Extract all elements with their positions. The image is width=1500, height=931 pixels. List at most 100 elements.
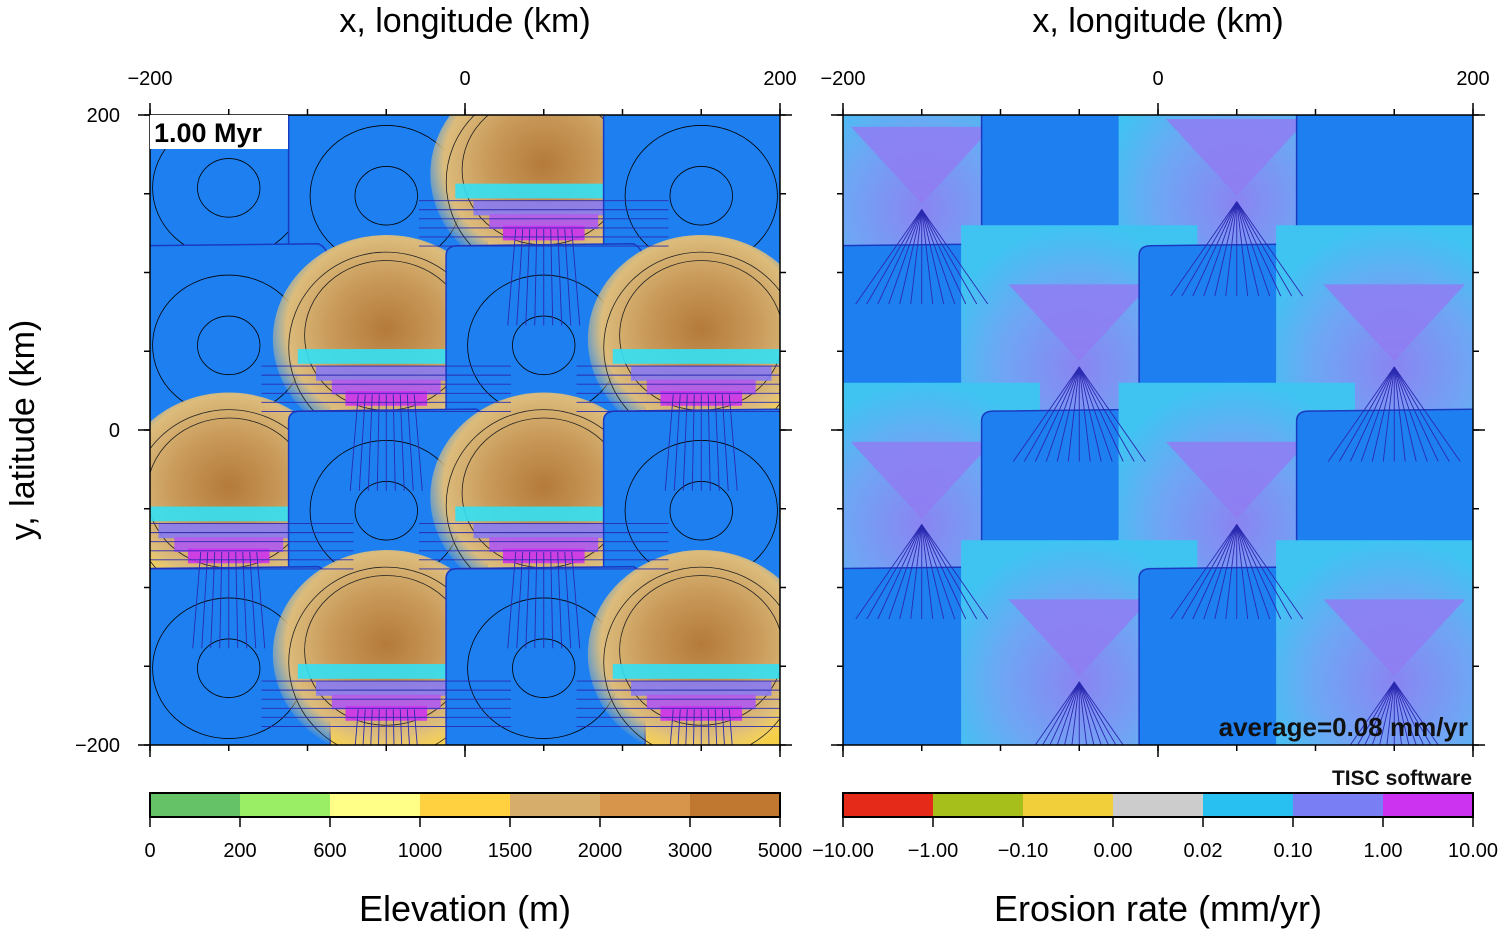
colorbar-tick-label: 0.00 xyxy=(1094,840,1133,862)
x-tick-label: 0 xyxy=(459,68,470,90)
drainage-channel xyxy=(921,524,967,620)
river-channel xyxy=(571,228,581,326)
elevation-contour xyxy=(354,166,418,226)
river-channel xyxy=(682,394,688,491)
drainage-channel xyxy=(1379,681,1395,745)
drainage-channel xyxy=(1236,201,1260,297)
erosion-band xyxy=(331,694,441,710)
right-axis-ticks xyxy=(831,103,1485,757)
drainage-channel xyxy=(1071,681,1080,745)
colorbar-segment xyxy=(1203,793,1293,817)
colorbar-segment xyxy=(690,793,780,817)
drainage-channel xyxy=(1078,366,1102,462)
drainage-channel xyxy=(1236,201,1282,297)
elevation-contour xyxy=(669,166,733,226)
colorbar-tick-label: 0.02 xyxy=(1184,840,1223,862)
colorbar-tick-label: −0.10 xyxy=(998,840,1049,862)
drainage-channel xyxy=(1056,366,1080,462)
river-channel xyxy=(721,709,725,745)
x-tick-label: 0 xyxy=(1152,68,1163,90)
drainage-channel xyxy=(1078,681,1124,745)
colorbar-segment xyxy=(1113,793,1203,817)
colorbar-tick-label: 10.00 xyxy=(1448,840,1498,862)
colorbar-tick-label: 3000 xyxy=(668,840,713,862)
river-channel xyxy=(714,709,718,745)
colorbar-segment xyxy=(1293,793,1383,817)
river-channel xyxy=(242,551,248,649)
erosion-band xyxy=(455,506,633,522)
river-channel xyxy=(219,551,223,649)
drainage-channel xyxy=(1393,366,1450,462)
drainage-channel xyxy=(1078,681,1117,745)
colorbar-tick-label: 1500 xyxy=(488,840,533,862)
drainage-channel xyxy=(1349,681,1395,745)
time-label: 1.00 Myr xyxy=(154,118,263,148)
drainage-channel xyxy=(1393,366,1417,462)
erosion-core xyxy=(850,126,993,204)
drainage-channel xyxy=(1078,681,1102,745)
erosion-band xyxy=(630,681,772,696)
colorbar-segment xyxy=(240,793,330,817)
x-tick-label: −200 xyxy=(820,68,865,90)
erosion-band xyxy=(315,366,457,381)
drainage-channel xyxy=(1236,201,1249,297)
drainage-channel xyxy=(1357,681,1395,745)
drainage-channel xyxy=(1049,681,1080,745)
drainage-channel xyxy=(1214,201,1238,297)
river-channel xyxy=(235,551,239,649)
drainage-channel xyxy=(1203,524,1238,620)
mountain-relief xyxy=(272,235,500,444)
drainage-channel xyxy=(1371,366,1395,462)
drainage-channel xyxy=(866,209,923,305)
drainage-channel xyxy=(1214,524,1238,620)
river-channel xyxy=(685,709,688,745)
colorbar-segment xyxy=(420,793,510,817)
river-channel xyxy=(525,551,531,649)
drainage-channel xyxy=(1042,681,1080,745)
erosion-band xyxy=(646,379,756,395)
river-channel xyxy=(534,229,538,326)
river-channel xyxy=(669,709,674,745)
elevation-contour xyxy=(603,566,780,745)
colorbar-segment xyxy=(933,793,1023,817)
drainage-channel xyxy=(921,209,934,305)
credit-label: TISC software xyxy=(1332,767,1472,790)
colorbar-tick-label: −10.00 xyxy=(812,840,874,862)
drainage-channel xyxy=(1170,201,1238,297)
y-axis-title: y, latitude (km) xyxy=(4,320,42,540)
drainage-channel xyxy=(1393,681,1403,745)
erosion-band xyxy=(455,183,633,199)
drainage-channel xyxy=(1064,681,1080,745)
drainage-channel xyxy=(1225,524,1238,620)
colorbar-tick-label: 5000 xyxy=(758,840,803,862)
erosion-band xyxy=(158,523,300,539)
drainage-channel xyxy=(888,524,923,620)
drainage-channel xyxy=(1236,201,1304,297)
drainage-channel xyxy=(1349,366,1395,462)
drainage-channel xyxy=(1382,366,1395,462)
colorbar-segment xyxy=(1023,793,1113,817)
drainage-channel xyxy=(1078,681,1088,745)
river-channel xyxy=(201,551,209,649)
river-channel xyxy=(354,709,359,745)
river-channel xyxy=(399,709,403,745)
mountain-relief xyxy=(272,550,500,745)
drainage-channel xyxy=(1386,681,1395,745)
x-tick-label: −200 xyxy=(127,68,172,90)
y-tick-label: 200 xyxy=(87,105,120,127)
elevation-colorbar-title: Elevation (m) xyxy=(359,888,571,929)
river-channel xyxy=(721,394,729,491)
river-channel xyxy=(256,551,266,649)
river-channel xyxy=(728,709,733,745)
colorbar-tick-label: −1.00 xyxy=(908,840,959,862)
erosion-band xyxy=(331,379,441,395)
river-channel xyxy=(516,229,524,326)
river-channel xyxy=(210,551,216,649)
drainage-channel xyxy=(921,524,945,620)
drainage-channel xyxy=(1393,681,1425,745)
drainage-channel xyxy=(1236,524,1271,620)
river-channel xyxy=(413,394,423,491)
river-channel xyxy=(564,551,572,649)
erosion-core xyxy=(1165,441,1308,519)
river-channel xyxy=(507,228,517,326)
